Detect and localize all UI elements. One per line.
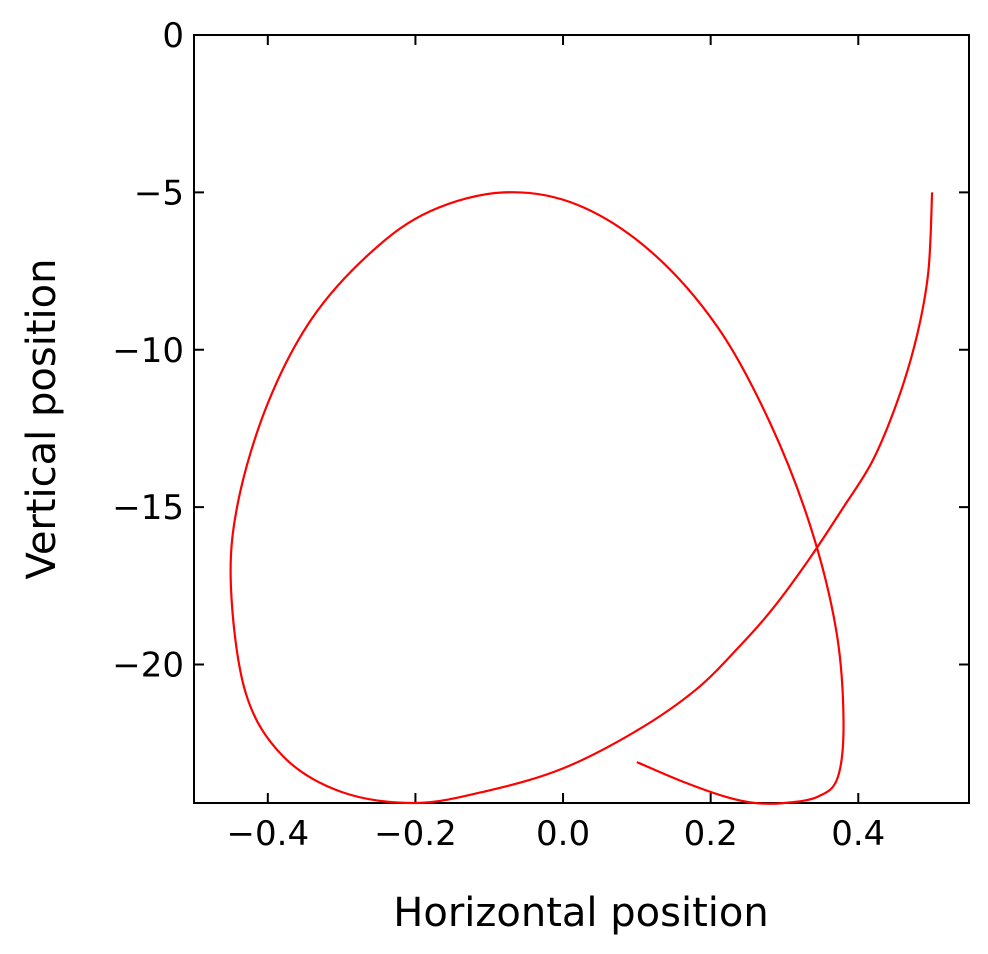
plot-frame: [193, 34, 970, 804]
x-tick-label: 0.2: [684, 814, 738, 854]
y-tick-label: 0: [162, 16, 184, 56]
y-tick-label: −5: [134, 173, 184, 213]
x-axis-label: Horizontal position: [393, 890, 768, 936]
y-axis-ticks: 0 −5 −10 −15 −20: [112, 16, 969, 686]
x-tick-label: 0.4: [831, 814, 885, 854]
y-tick-label: −20: [112, 646, 184, 686]
x-tick-label: −0.2: [374, 814, 457, 854]
x-tick-label: −0.4: [227, 814, 310, 854]
series-line: [229, 191, 934, 805]
plot-area: 0 −5 −10 −15 −20 −0.4 −0.2 0.0 0.2 0.4: [112, 16, 970, 854]
y-tick-label: −15: [112, 488, 184, 528]
y-tick-label: −10: [112, 331, 184, 371]
y-axis-label: Vertical position: [19, 259, 65, 580]
x-axis-ticks: −0.4 −0.2 0.0 0.2 0.4: [227, 35, 885, 854]
x-tick-label: 0.0: [536, 814, 590, 854]
series-layer: [229, 191, 934, 805]
